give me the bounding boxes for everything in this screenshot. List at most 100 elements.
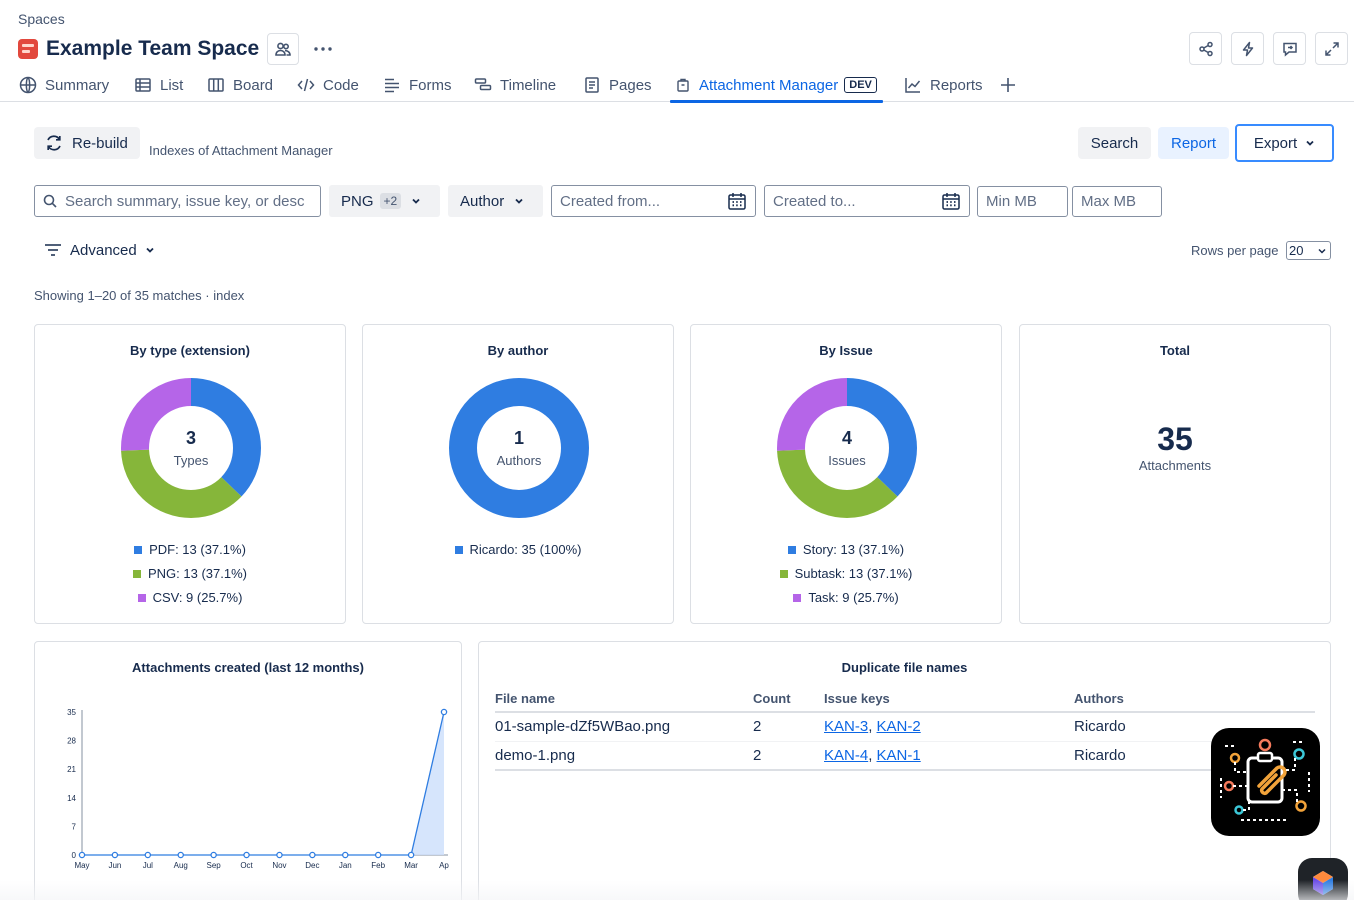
donut-slice [121,378,261,518]
tab-summary[interactable]: Summary [19,68,109,102]
advanced-toggle[interactable]: Advanced [44,240,155,260]
donut-center: 1 Authors [448,377,590,519]
table-header-row: File name Count Issue keys Authors [495,690,1315,713]
legend: PDF: 13 (37.1%) PNG: 13 (37.1%) CSV: 9 (… [35,541,345,606]
data-point [210,851,217,859]
plus-icon [1001,78,1015,92]
type-filter[interactable]: PNG +2 [329,185,440,217]
globe-icon [19,76,37,94]
issue-link[interactable]: KAN-1 [876,746,921,764]
tab-label: Pages [609,76,652,94]
legend-swatch [779,569,788,578]
people-button[interactable] [267,33,300,65]
type-filter-label: PNG [341,192,374,210]
feedback-button[interactable] [1273,32,1306,65]
forms-icon [385,78,399,93]
search-field[interactable] [34,185,321,217]
legend-item: Subtask: 13 (37.1%) [779,565,912,582]
tab-list[interactable]: List [134,68,183,102]
legend-label: PNG: 13 (37.1%) [148,566,247,581]
legend-swatch [454,545,463,554]
tab-code[interactable]: Code [297,68,359,102]
legend-swatch [133,569,141,578]
legend-item: Ricardo: 35 (100%) [454,541,582,558]
tab-board[interactable]: Board [207,68,273,102]
issue-link[interactable]: KAN-3 [824,718,869,736]
tab-reports[interactable]: Reports [904,68,983,102]
data-point [440,708,448,716]
created-to-field[interactable]: Created to... [764,185,970,217]
tab-attachment-manager[interactable]: Attachment Manager DEV [670,68,883,103]
table-row: 01-sample-dZf5WBao.png 2 KAN-3, KAN-2 Ri… [495,712,1315,742]
issue-link[interactable]: KAN-4 [824,746,869,764]
data-point [144,851,152,859]
tab-label: Forms [409,76,452,94]
tab-pages[interactable]: Pages [583,68,652,102]
header-actions [1189,32,1348,65]
x-tick-label: Jan [339,861,352,870]
timeline-icon [474,78,492,91]
legend-label: Ricardo: 35 (100%) [469,542,582,557]
by-issue-donut [777,378,917,518]
filter-icon [45,244,61,256]
card-title: Duplicate file names [841,660,968,675]
more-options-button[interactable] [307,33,339,65]
series-area [82,712,444,855]
tab-label: List [160,76,184,94]
by-type-card: By type (extension) 3 Types PDF: 13 (37.… [34,324,346,624]
data-point [243,851,250,859]
data-point [276,851,283,859]
attachment-manager-app-icon[interactable] [1211,728,1320,836]
created-from-field[interactable]: Created from... [551,185,756,217]
rows-per-page-select[interactable]: 20 [1286,241,1331,260]
x-tick-label: Aug [174,861,188,870]
x-tick-label: Jul [143,861,153,870]
legend-swatch [137,593,146,602]
legend-label: CSV: 9 (25.7%) [152,590,243,605]
export-button[interactable]: Export [1235,124,1334,162]
tab-forms[interactable]: Forms [383,68,452,102]
author-filter[interactable]: Author [448,185,543,217]
page-icon [585,77,599,93]
rows-per-page-label: Rows per page [1191,243,1279,258]
by-type-donut [121,378,261,518]
calendar-icon[interactable] [727,191,747,211]
y-tick-label: 35 [67,708,76,717]
share-button[interactable] [1189,32,1222,65]
report-button[interactable]: Report [1158,127,1229,159]
max-mb-field[interactable]: Max MB [1072,186,1162,217]
total-number: 35 [1157,421,1193,457]
donut-slice [777,378,917,518]
data-point [177,851,184,859]
fullscreen-button[interactable] [1315,32,1348,65]
min-mb-field[interactable]: Min MB [977,186,1068,217]
type-filter-count: +2 [379,193,402,209]
attachments-created-card: Attachments created (last 12 months) 0 7 1… [34,641,462,900]
tab-label: Reports [930,76,983,94]
tab-timeline[interactable]: Timeline [474,68,556,102]
legend-swatch [134,545,143,554]
legend-item: PNG: 13 (37.1%) [133,565,247,582]
donut-center: 4 Issues [776,377,918,519]
automation-button[interactable] [1231,32,1264,65]
y-tick-label: 28 [67,737,76,746]
legend-item: CSV: 9 (25.7%) [137,589,243,606]
expand-icon [1324,41,1339,56]
dev-badge: DEV [844,77,877,93]
space-header: Example Team Space [18,33,339,65]
add-tab-button[interactable] [999,68,1025,102]
total-card: Total 35 Attachments [1019,324,1331,624]
breadcrumb[interactable]: Spaces [18,11,65,27]
issue-link[interactable]: KAN-2 [876,718,921,736]
rebuild-button[interactable]: Re-build [34,127,140,159]
chart-line-icon [905,78,921,93]
search-button[interactable]: Search [1078,127,1151,159]
data-point [111,851,119,859]
calendar-icon[interactable] [941,191,961,211]
search-input[interactable] [65,192,305,210]
x-tick-label: Feb [371,861,385,870]
column-header: File name [495,690,753,713]
rebuild-label: Re-build [72,134,128,152]
chart-title: Attachments created (last 12 months) [132,660,364,675]
help-widget-button[interactable] [1298,858,1348,900]
